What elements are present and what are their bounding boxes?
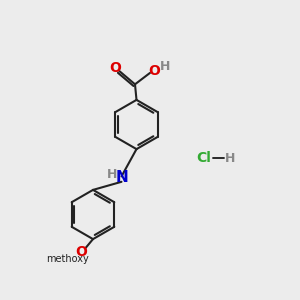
Text: Cl: Cl <box>196 152 211 165</box>
Text: H: H <box>225 152 236 165</box>
Text: H: H <box>107 167 118 181</box>
Text: O: O <box>148 64 160 78</box>
Text: methoxy: methoxy <box>46 254 89 265</box>
Text: N: N <box>116 169 128 184</box>
Text: O: O <box>75 245 87 259</box>
Text: O: O <box>109 61 121 75</box>
Text: H: H <box>160 60 170 73</box>
